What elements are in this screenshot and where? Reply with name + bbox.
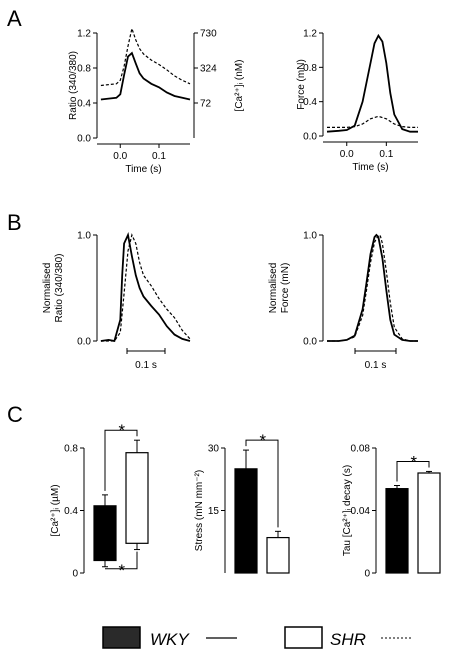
a-ratio-y2tick-label: 324 [200, 64, 217, 75]
legend-swatch-wky [102, 626, 141, 649]
c-tau-bar-shr [417, 472, 441, 574]
c-tau-ytick-label: 0 [364, 569, 370, 580]
legend-label-shr: SHR [330, 630, 366, 649]
chart-c-tau: 0 0.04 0.08 Tau [Ca²⁺]ᵢ decay (s) * [342, 444, 441, 580]
c-calcium-ytick-label: 0 [72, 569, 78, 580]
c-stress-ytick-label: 30 [208, 444, 220, 455]
c-tau-significance-star: * [410, 452, 418, 471]
a-ratio-ytick-label: 0.0 [77, 134, 91, 145]
a-force-ylabel: Force (mN) [296, 59, 307, 110]
a-force-series-solid [326, 33, 418, 133]
c-stress-significance-star: * [259, 431, 267, 450]
c-calcium-significance-star: * [118, 421, 126, 440]
c-tau-bar-wky [385, 488, 409, 574]
c-tau-ytick-label: 0.04 [351, 506, 371, 517]
a-ratio-series-dashed [100, 26, 191, 87]
a-ratio-y2tick-label: 730 [200, 29, 217, 40]
c-stress-bar-wky [234, 468, 258, 574]
c-calcium-ylabel: [Ca²⁺]ᵢ (µM) [50, 484, 61, 536]
legend-swatch-shr [284, 626, 323, 649]
b-ratio-series-dashed [100, 233, 191, 342]
chart-b-force: 0.0 1.0 Normalised Force (mN) 0.1 s [268, 231, 418, 371]
a-ratio-ytick-label: 0.8 [77, 64, 91, 75]
b-ratio-ylabel-line1: Normalised [42, 263, 53, 314]
c-calcium-bar-shr [125, 452, 149, 544]
chart-c-stress: 15 30 Stress (mN mm⁻²) * [194, 431, 290, 574]
b-ratio-scalebar-label: 0.1 s [135, 360, 157, 371]
a-ratio-xtick-label: 0.1 [152, 151, 166, 162]
c-stress-ylabel: Stress (mN mm⁻²) [194, 470, 205, 551]
a-ratio-ytick-label: 1.2 [77, 29, 91, 40]
a-force-series-dashed [327, 115, 418, 129]
a-ratio-series-solid [100, 51, 191, 101]
b-ratio-ytick-label: 0.0 [77, 337, 91, 348]
a-ratio-y2label: [Ca²⁺]ᵢ (nM) [234, 60, 245, 112]
chart-c-calcium: 0 0.4 0.8 [Ca²⁺]ᵢ (µM) * * [50, 421, 149, 580]
c-stress-significance-bracket [245, 439, 279, 528]
c-stress-ytick-label: 15 [208, 506, 220, 517]
b-force-ylabel-line2: Force (mN) [280, 263, 291, 314]
c-tau-ytick-label: 0.08 [351, 444, 371, 455]
c-tau-ylabel: Tau [Ca²⁺]ᵢ decay (s) [342, 465, 353, 556]
a-ratio-xtick-label: 0.0 [113, 151, 127, 162]
a-force-ytick-label: 0.0 [303, 132, 317, 143]
a-force-ytick-label: 0.4 [303, 97, 317, 108]
c-calcium-significance-star-lower: * [118, 561, 126, 580]
legend: WKY SHR [102, 626, 413, 649]
a-ratio-ytick-label: 0.4 [77, 99, 91, 110]
b-force-scalebar-label: 0.1 s [365, 360, 387, 371]
b-ratio-ylabel-line2: Ratio (340/380) [54, 254, 65, 323]
c-calcium-ytick-label: 0.4 [64, 506, 78, 517]
b-ratio-series-solid [100, 232, 191, 343]
a-force-ytick-label: 0.8 [303, 63, 317, 74]
b-force-ytick-label: 1.0 [303, 231, 317, 242]
a-force-xtick-label: 0.1 [379, 149, 393, 160]
c-calcium-bar-wky [93, 505, 117, 562]
b-force-ylabel-line1: Normalised [268, 263, 279, 314]
a-force-ytick-label: 1.2 [303, 29, 317, 40]
a-force-xtick-label: 0.0 [340, 149, 354, 160]
a-ratio-ylabel: Ratio (340/380) [68, 51, 79, 120]
c-calcium-significance-bracket [104, 429, 138, 491]
a-force-xlabel: Time (s) [352, 162, 388, 173]
b-force-ytick-label: 0.0 [303, 337, 317, 348]
c-stress-bar-shr [266, 536, 290, 574]
b-force-series-dashed [327, 234, 418, 342]
panel-letter-c: C [7, 402, 23, 427]
chart-a-force: 0.0 0.4 0.8 1.2 0.0 0.1 Time (s) Force (mN) [296, 29, 418, 173]
c-calcium-ytick-label: 0.8 [64, 444, 78, 455]
c-calcium-significance-bracket-lower [105, 551, 138, 570]
panel-letter-a: A [7, 6, 22, 31]
b-force-series-solid [327, 233, 418, 342]
legend-label-wky: WKY [150, 630, 190, 649]
b-ratio-ytick-label: 1.0 [77, 231, 91, 242]
chart-a-ratio: 0.0 0.4 0.8 1.2 0.0 0.1 Time (s) Ratio (340/380… [68, 26, 245, 175]
a-ratio-y2tick-label: 72 [200, 99, 212, 110]
chart-b-ratio: 0.0 1.0 Normalised Ratio (340/380) 0.1 s [42, 231, 191, 371]
a-ratio-xlabel: Time (s) [125, 164, 161, 175]
panel-letter-b: B [7, 210, 22, 235]
c-tau-significance-bracket [396, 460, 430, 482]
